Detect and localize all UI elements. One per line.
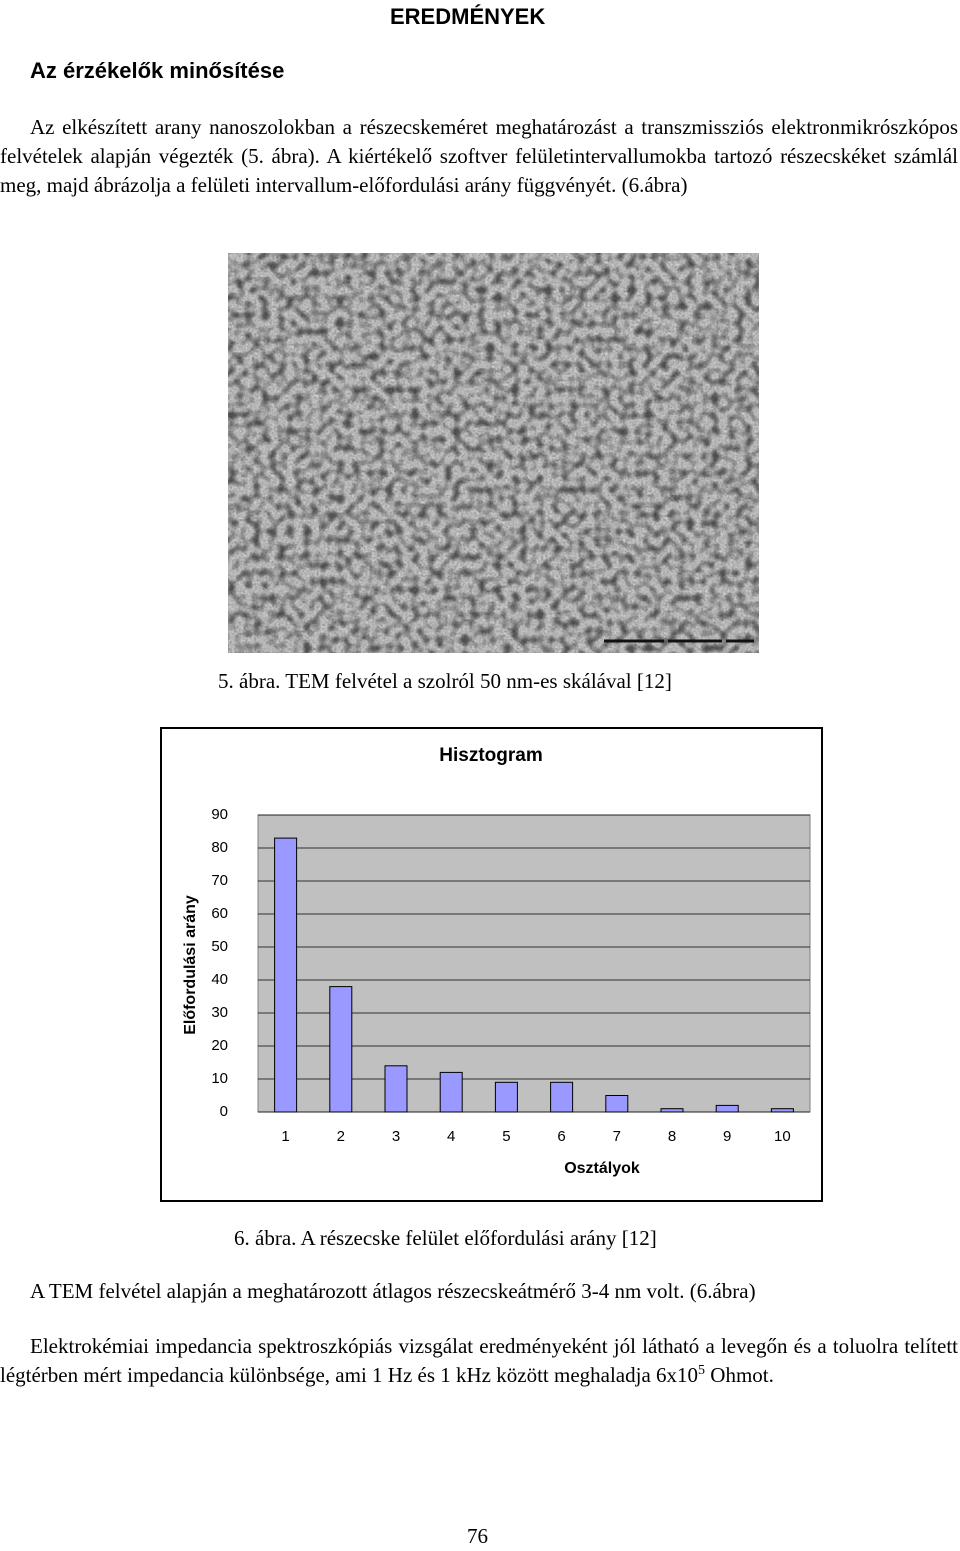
y-tick-label: 10 [211, 1070, 228, 1087]
y-axis-label: Előfordulási arány [182, 895, 199, 1035]
paragraph: Az elkészített arany nanoszolokban a rés… [0, 115, 958, 197]
text: Elektrokémiai impedancia spektroszkópiás… [0, 1334, 958, 1387]
x-tick-label: 7 [613, 1128, 621, 1145]
x-tick-label: 5 [502, 1128, 510, 1145]
bar [329, 986, 353, 1113]
section-title: Az érzékelők minősítése [30, 58, 285, 83]
tem-image [228, 253, 759, 653]
superscript: 5 [698, 1363, 706, 1378]
bar [274, 837, 298, 1113]
x-tick-label: 9 [723, 1128, 731, 1145]
chart: Hisztogram Osztályok Előfordulási arány … [160, 727, 823, 1202]
x-axis-label: Osztályok [564, 1160, 640, 1177]
paragraph: Elektrokémiai impedancia spektroszkópiás… [0, 1332, 958, 1390]
x-tick-label: 3 [392, 1128, 400, 1145]
x-tick-label: 2 [337, 1128, 345, 1145]
figure-caption: 6. ábra. A részecske felület előfordulás… [234, 1226, 657, 1250]
page-number: 76 [467, 1524, 488, 1548]
x-tick-label: 4 [447, 1128, 455, 1145]
y-tick-label: 40 [211, 971, 228, 988]
y-tick-label: 60 [211, 905, 228, 922]
bar [550, 1081, 574, 1113]
y-tick-label: 30 [211, 1004, 228, 1021]
figure-caption: 5. ábra. TEM felvétel a szolról 50 nm-es… [218, 669, 672, 693]
y-tick-label: 70 [211, 872, 228, 889]
chart-title: Hisztogram [439, 745, 542, 766]
bar [384, 1065, 408, 1113]
text: Ohmot. [705, 1363, 774, 1387]
x-tick-label: 8 [668, 1128, 676, 1145]
x-tick-label: 1 [281, 1128, 289, 1145]
y-tick-label: 50 [211, 938, 228, 955]
bar [770, 1108, 794, 1113]
bar [605, 1095, 629, 1113]
x-tick-label: 10 [774, 1128, 791, 1145]
y-tick-label: 80 [211, 839, 228, 856]
bar [660, 1108, 684, 1113]
y-tick-label: 90 [211, 806, 228, 823]
bar [494, 1081, 518, 1113]
paragraph: A TEM felvétel alapján a meghatározott á… [30, 1279, 756, 1303]
y-tick-label: 20 [211, 1037, 228, 1054]
y-tick-label: 0 [220, 1103, 228, 1120]
header-title: EREDMÉNYEK [390, 4, 546, 29]
bar [439, 1071, 463, 1113]
bar [715, 1104, 739, 1113]
x-tick-label: 6 [557, 1128, 565, 1145]
